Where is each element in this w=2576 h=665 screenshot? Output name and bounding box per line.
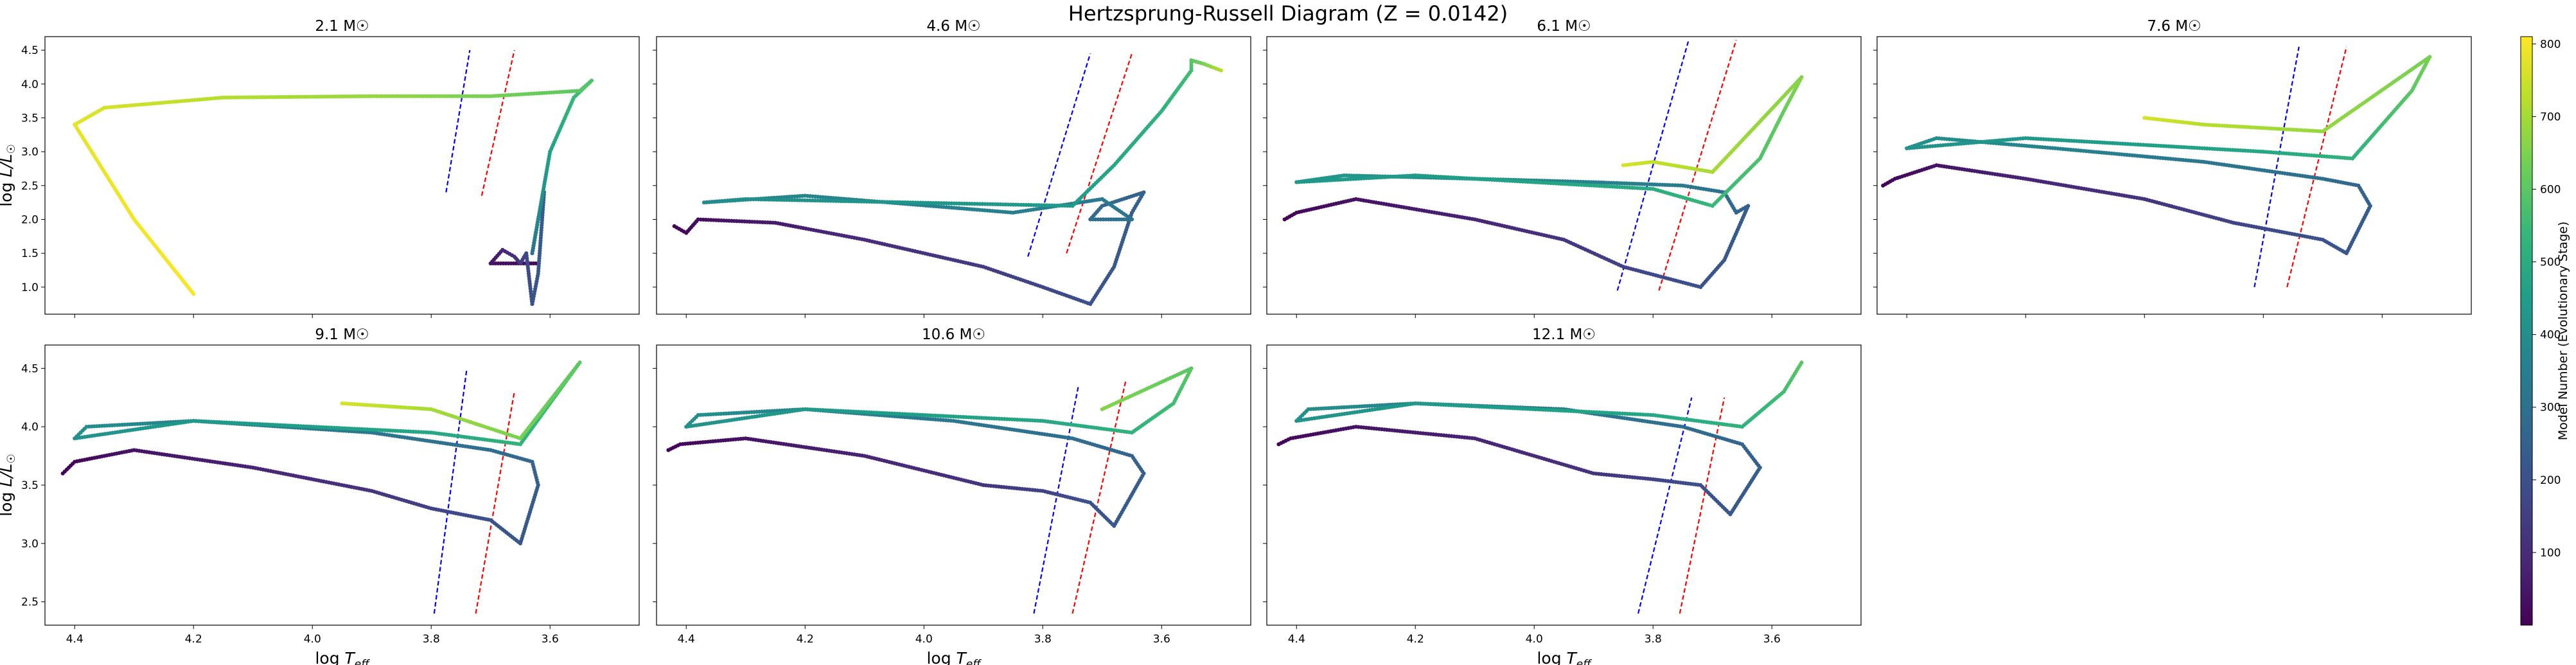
red-edge-line (1679, 397, 1725, 614)
track-point (191, 292, 196, 296)
y-tick-label: 2.5 (21, 596, 39, 609)
axes-frame (656, 36, 1251, 315)
track-point (1799, 360, 1804, 365)
x-tick-label: 3.8 (1645, 633, 1662, 646)
figure-title: Hertzsprung-Russell Diagram (Z = 0.0142) (1068, 1, 1508, 26)
y-tick-label: 3.0 (21, 538, 39, 551)
blue-edge-line (1637, 397, 1693, 614)
y-tick-label: 4.0 (21, 421, 39, 434)
plot-area (672, 53, 1223, 306)
x-tick-label: 3.8 (1034, 633, 1052, 646)
colorbar: 100 200 300 400 500 600 700 800 Model Number (Ev… (2520, 36, 2570, 626)
colorbar-tick-label: 500 (2540, 256, 2561, 269)
x-axis-label: log Teff (315, 649, 370, 665)
hr-panel-9.1-msun: 9.1 M☉ 2.5 3.0 3.5 4.0 4.5 4.4 4.2 4.0 3.8 3.6 log … (0, 326, 640, 665)
panel-title: 2.1 M☉ (315, 18, 369, 35)
red-edge-line (475, 391, 515, 614)
x-tick-label: 4.2 (185, 633, 202, 646)
axes-frame (44, 36, 640, 315)
x-tick-label: 3.8 (423, 633, 440, 646)
blue-edge-line (433, 368, 468, 614)
x-tick-label: 3.6 (542, 633, 559, 646)
panel-title: 6.1 M☉ (1537, 18, 1591, 35)
x-tick-label: 4.4 (1288, 633, 1305, 646)
blue-edge-line (1616, 39, 1689, 291)
track-point (1100, 407, 1104, 412)
x-tick-label: 4.0 (915, 633, 933, 646)
x-tick-label: 4.4 (678, 633, 695, 646)
x-tick-label: 4.4 (66, 633, 84, 646)
red-edge-line (1658, 39, 1737, 291)
hr-panel-10.6-msun: 10.6 M☉ 4.4 4.2 4.0 3.8 3.6 log Teff (653, 326, 1251, 665)
colorbar-tick-label: 700 (2540, 111, 2561, 123)
y-tick-label: 4.5 (21, 44, 39, 57)
colorbar-tick-label: 400 (2540, 329, 2561, 342)
blue-edge-line (1027, 53, 1091, 257)
panel-title: 10.6 M☉ (922, 326, 985, 343)
blue-edge-line (2254, 46, 2300, 288)
plot-area (73, 49, 594, 306)
hr-panel-7.6-msun: 7.6 M☉ (1873, 18, 2472, 318)
red-edge-line (481, 49, 515, 196)
hr-panel-12.1-msun: 12.1 M☉ 4.4 4.2 4.0 3.8 3.6 log Teff (1263, 326, 1862, 665)
colorbar-tick-label: 100 (2540, 547, 2561, 560)
hr-panel-4.6-msun: 4.6 M☉ (653, 18, 1251, 318)
axes-frame (1876, 36, 2472, 315)
y-tick-label: 3.5 (21, 479, 39, 492)
colorbar-label: Model Number (Evolutionary Stage) (2556, 222, 2570, 441)
x-axis-label: log Teff (1537, 649, 1592, 665)
red-edge-line (2286, 46, 2347, 288)
track-point (1219, 68, 1223, 73)
plot-area (60, 360, 582, 614)
hr-panel-2.1-msun: 2.1 M☉ 1.0 1.5 2.0 2.5 3.0 3.5 4.0 4.5 log L/L☉ (0, 18, 640, 318)
track-point (340, 401, 344, 405)
x-tick-label: 4.2 (1407, 633, 1424, 646)
y-tick-label: 4.5 (21, 362, 39, 375)
y-tick-label: 1.5 (21, 247, 39, 260)
axes-frame (656, 344, 1251, 626)
colorbar-tick-label: 300 (2540, 402, 2561, 414)
y-tick-label: 4.0 (21, 78, 39, 91)
track-point (2142, 116, 2147, 120)
x-tick-label: 4.2 (797, 633, 814, 646)
colorbar-tick-label: 200 (2540, 474, 2561, 487)
axes-frame (1266, 344, 1862, 626)
y-axis-label: log L/L☉ (0, 144, 18, 207)
plot-area (666, 366, 1194, 614)
red-edge-line (1072, 380, 1127, 614)
x-tick-label: 4.0 (304, 633, 321, 646)
y-tick-label: 1.0 (21, 281, 39, 294)
panel-title: 9.1 M☉ (315, 326, 369, 343)
x-tick-label: 3.6 (1763, 633, 1781, 646)
plot-area (1276, 360, 1804, 614)
colorbar-gradient (2520, 36, 2533, 626)
panel-title: 7.6 M☉ (2147, 18, 2201, 35)
x-axis-label: log Teff (926, 649, 982, 665)
hr-panel-6.1-msun: 6.1 M☉ (1263, 18, 1862, 318)
plot-area (1282, 39, 1804, 291)
panel-title: 12.1 M☉ (1532, 326, 1596, 343)
colorbar-tick-label: 800 (2540, 38, 2561, 51)
blue-edge-line (445, 49, 471, 193)
y-tick-label: 2.5 (21, 180, 39, 193)
y-tick-label: 3.0 (21, 146, 39, 159)
x-tick-label: 4.0 (1526, 633, 1543, 646)
x-tick-label: 3.6 (1153, 633, 1170, 646)
colorbar-tick-label: 600 (2540, 183, 2561, 196)
track-point (1621, 163, 1626, 168)
y-tick-label: 3.5 (21, 112, 39, 125)
plot-area (1881, 46, 2432, 288)
panels: 2.1 M☉ 1.0 1.5 2.0 2.5 3.0 3.5 4.0 4.5 log L/L☉ 4.… (0, 18, 2472, 665)
y-axis-label: log L/L☉ (0, 454, 18, 517)
panel-title: 4.6 M☉ (926, 18, 980, 35)
y-tick-label: 2.0 (21, 213, 39, 226)
